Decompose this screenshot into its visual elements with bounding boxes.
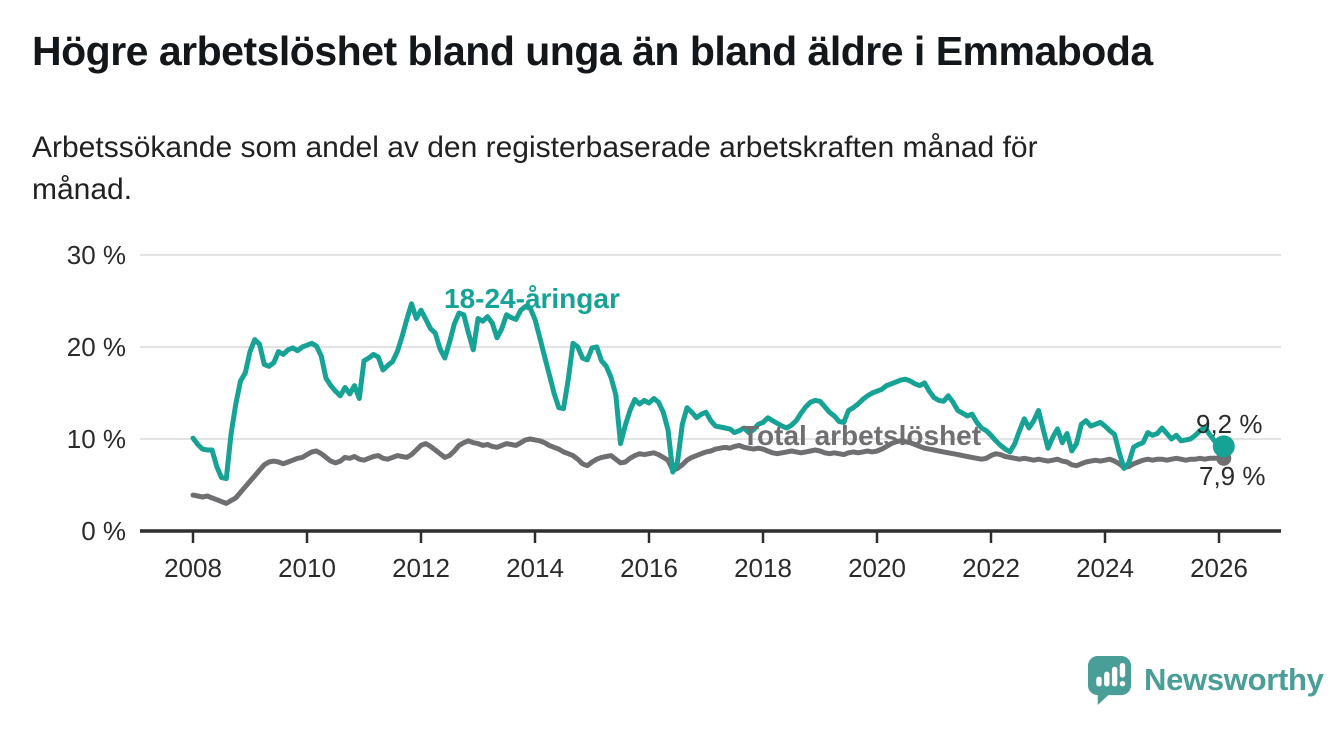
newsworthy-logo: Newsworthy <box>1086 654 1324 705</box>
young-series-line <box>190 301 1227 482</box>
x-tick-label: 2020 <box>848 553 906 583</box>
newsworthy-logo-text: Newsworthy <box>1144 661 1324 697</box>
chart-subtitle: Arbetssökande som andel av den registerb… <box>32 127 1262 211</box>
x-tick-label: 2008 <box>164 553 222 583</box>
subtitle-line-1: Arbetssökande som andel av den registerb… <box>32 131 1038 164</box>
x-tick-label: 2016 <box>620 553 678 583</box>
page-title: Högre arbetslöshet bland unga än bland ä… <box>32 28 1153 74</box>
y-tick-label: 10 % <box>66 424 126 454</box>
subtitle-line-2: månad. <box>32 173 133 206</box>
x-tick-label: 2022 <box>962 553 1020 583</box>
end-value-total: 7,9 % <box>1199 461 1266 491</box>
x-tick-label: 2012 <box>392 553 450 583</box>
x-tick-label: 2014 <box>506 553 564 583</box>
x-tick-label: 2010 <box>278 553 336 583</box>
newsworthy-logo-icon <box>1087 656 1132 705</box>
total-series-line <box>190 436 1227 506</box>
young-end-dot <box>1212 435 1235 458</box>
end-value-young: 9,2 % <box>1196 409 1263 439</box>
y-tick-label: 30 % <box>66 240 126 270</box>
x-tick-label: 2018 <box>734 553 792 583</box>
y-tick-label: 0 % <box>81 516 126 546</box>
x-tick-label: 2026 <box>1190 553 1248 583</box>
y-tick-label: 20 % <box>66 332 126 362</box>
series-label-total: Total arbetslöshet <box>742 420 982 451</box>
x-tick-label: 2024 <box>1076 553 1134 583</box>
series-label-young: 18-24-åringar <box>444 283 620 314</box>
